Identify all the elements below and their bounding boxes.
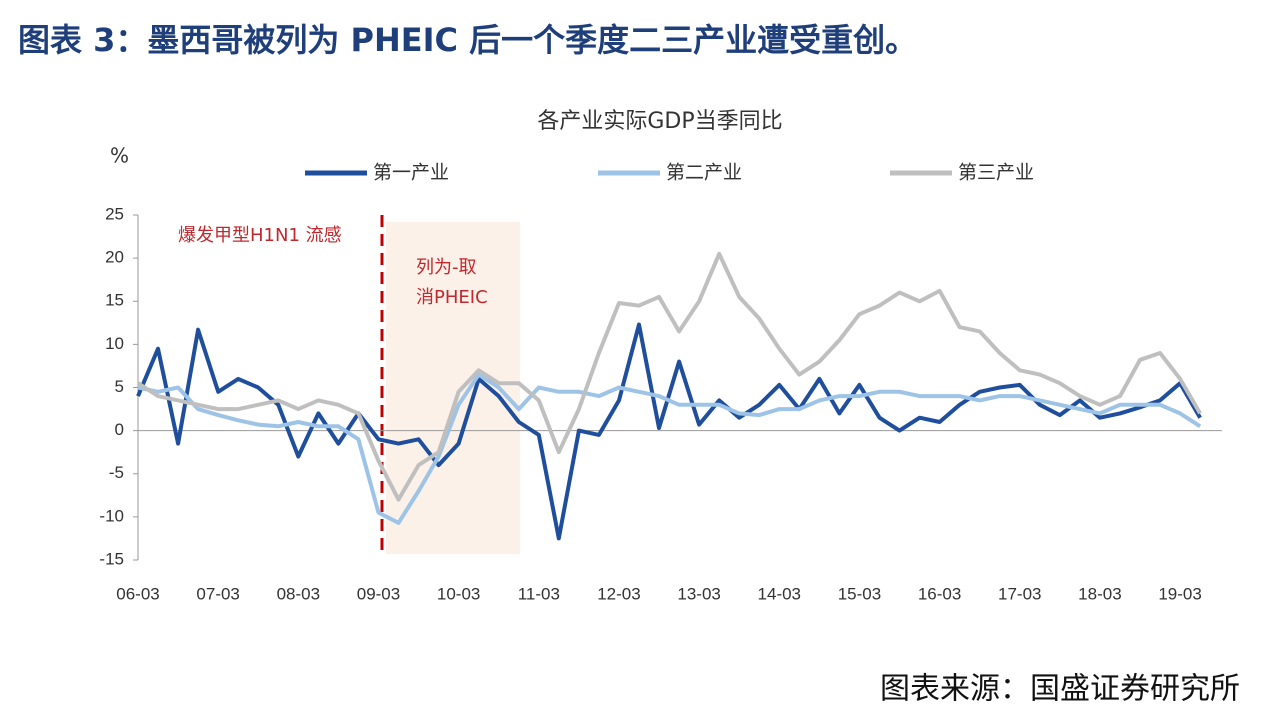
annotation: 列为-取 <box>416 257 477 278</box>
x-tick-label: 11-03 <box>518 584 560 603</box>
line-series <box>136 251 1202 502</box>
x-tick-label: 18-03 <box>1078 584 1121 603</box>
annotation: 消PHEIC <box>416 287 488 308</box>
x-tick-label: 07-03 <box>196 584 239 603</box>
y-tick-label: 15 <box>105 291 124 310</box>
x-tick-label: 10-03 <box>437 584 480 603</box>
line-series <box>137 372 1202 525</box>
y-tick-label: -10 <box>99 506 124 525</box>
legend-label: 第三产业 <box>958 162 1034 184</box>
y-tick-label: 10 <box>105 334 124 353</box>
x-tick-label: 19-03 <box>1158 584 1201 603</box>
legend-label: 第二产业 <box>666 162 742 184</box>
x-tick-label: 17-03 <box>998 584 1041 603</box>
legend-label: 第一产业 <box>373 162 449 184</box>
x-tick-label: 08-03 <box>277 584 320 603</box>
y-tick-label: 20 <box>105 248 124 267</box>
annotation: 爆发甲型H1N1 流感 <box>178 225 342 246</box>
source: 图表来源：国盛证券研究所 <box>880 672 1240 707</box>
y-tick-label: -15 <box>99 549 124 568</box>
chart-title: 各产业实际GDP当季同比 <box>537 109 782 134</box>
x-tick-label: 06-03 <box>116 584 159 603</box>
y-tick-label: 5 <box>115 377 124 396</box>
x-tick-label: 12-03 <box>597 584 640 603</box>
y-tick-label: -5 <box>109 463 124 482</box>
x-tick-label: 16-03 <box>918 584 961 603</box>
x-tick-label: 14-03 <box>758 584 801 603</box>
x-tick-label: 09-03 <box>357 584 400 603</box>
y-tick-label: 25 <box>105 204 124 223</box>
y-tick-label: 0 <box>115 420 124 439</box>
line-series <box>136 322 1202 541</box>
page-title: 图表 3：墨西哥被列为 PHEIC 后一个季度二三产业遭受重创。 <box>18 21 917 59</box>
y-label: % <box>110 144 129 168</box>
x-tick-label: 15-03 <box>838 584 881 603</box>
x-tick-label: 13-03 <box>677 584 720 603</box>
